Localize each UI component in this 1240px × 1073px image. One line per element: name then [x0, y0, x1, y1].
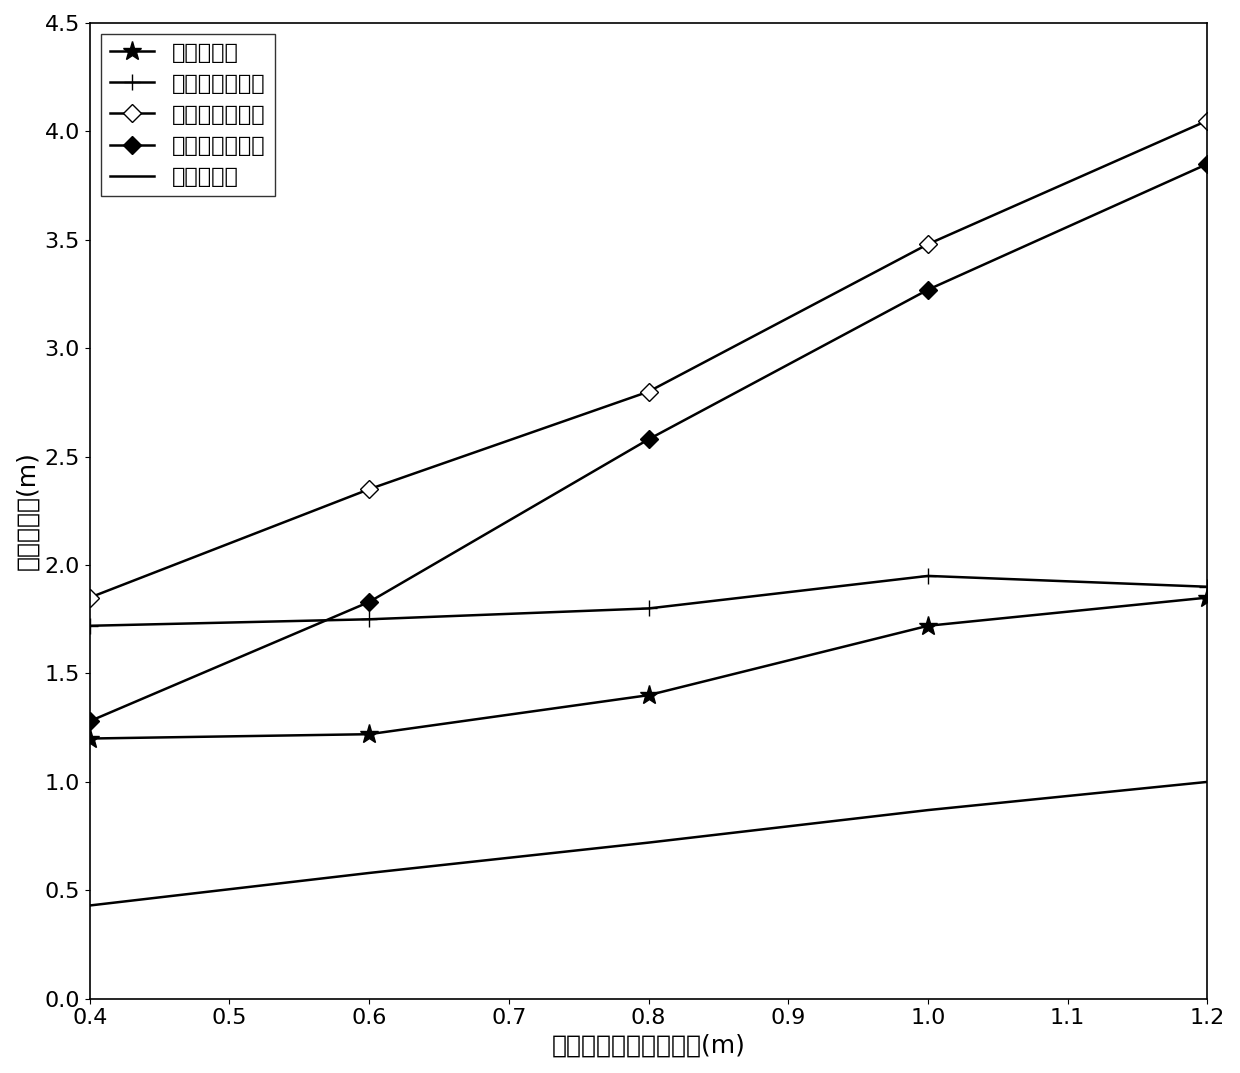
第三种现有方法: [82, 715, 97, 727]
第二种现有方法: [362, 483, 377, 496]
第一种现有方法: [362, 613, 377, 626]
本发明方法: [362, 727, 377, 740]
第三种现有方法: [920, 283, 935, 296]
本发明方法: [82, 732, 97, 745]
第一种现有方法: [641, 602, 656, 615]
第三种现有方法: [1200, 158, 1215, 171]
Line: 克拉美罗界: 克拉美罗界: [89, 782, 1208, 906]
本发明方法: [641, 689, 656, 702]
第三种现有方法: [641, 432, 656, 445]
X-axis label: 传感器位置误差标准差(m): 传感器位置误差标准差(m): [552, 1034, 745, 1058]
克拉美罗界: [641, 836, 656, 849]
第二种现有方法: [641, 385, 656, 398]
第三种现有方法: [362, 596, 377, 608]
第二种现有方法: [920, 238, 935, 251]
Line: 第一种现有方法: 第一种现有方法: [82, 568, 1215, 634]
克拉美罗界: [82, 899, 97, 912]
克拉美罗界: [362, 867, 377, 880]
Legend: 本发明方法, 第一种现有方法, 第二种现有方法, 第三种现有方法, 克拉美罗界: 本发明方法, 第一种现有方法, 第二种现有方法, 第三种现有方法, 克拉美罗界: [100, 34, 274, 196]
第一种现有方法: [82, 619, 97, 632]
Line: 第二种现有方法: 第二种现有方法: [83, 115, 1214, 604]
Y-axis label: 均方根误差(m): 均方根误差(m): [15, 452, 38, 570]
第二种现有方法: [1200, 114, 1215, 127]
Line: 本发明方法: 本发明方法: [81, 588, 1218, 748]
第二种现有方法: [82, 591, 97, 604]
本发明方法: [920, 619, 935, 632]
Line: 第三种现有方法: 第三种现有方法: [83, 158, 1214, 727]
克拉美罗界: [1200, 776, 1215, 789]
第一种现有方法: [1200, 580, 1215, 593]
克拉美罗界: [920, 804, 935, 817]
本发明方法: [1200, 591, 1215, 604]
第一种现有方法: [920, 570, 935, 583]
